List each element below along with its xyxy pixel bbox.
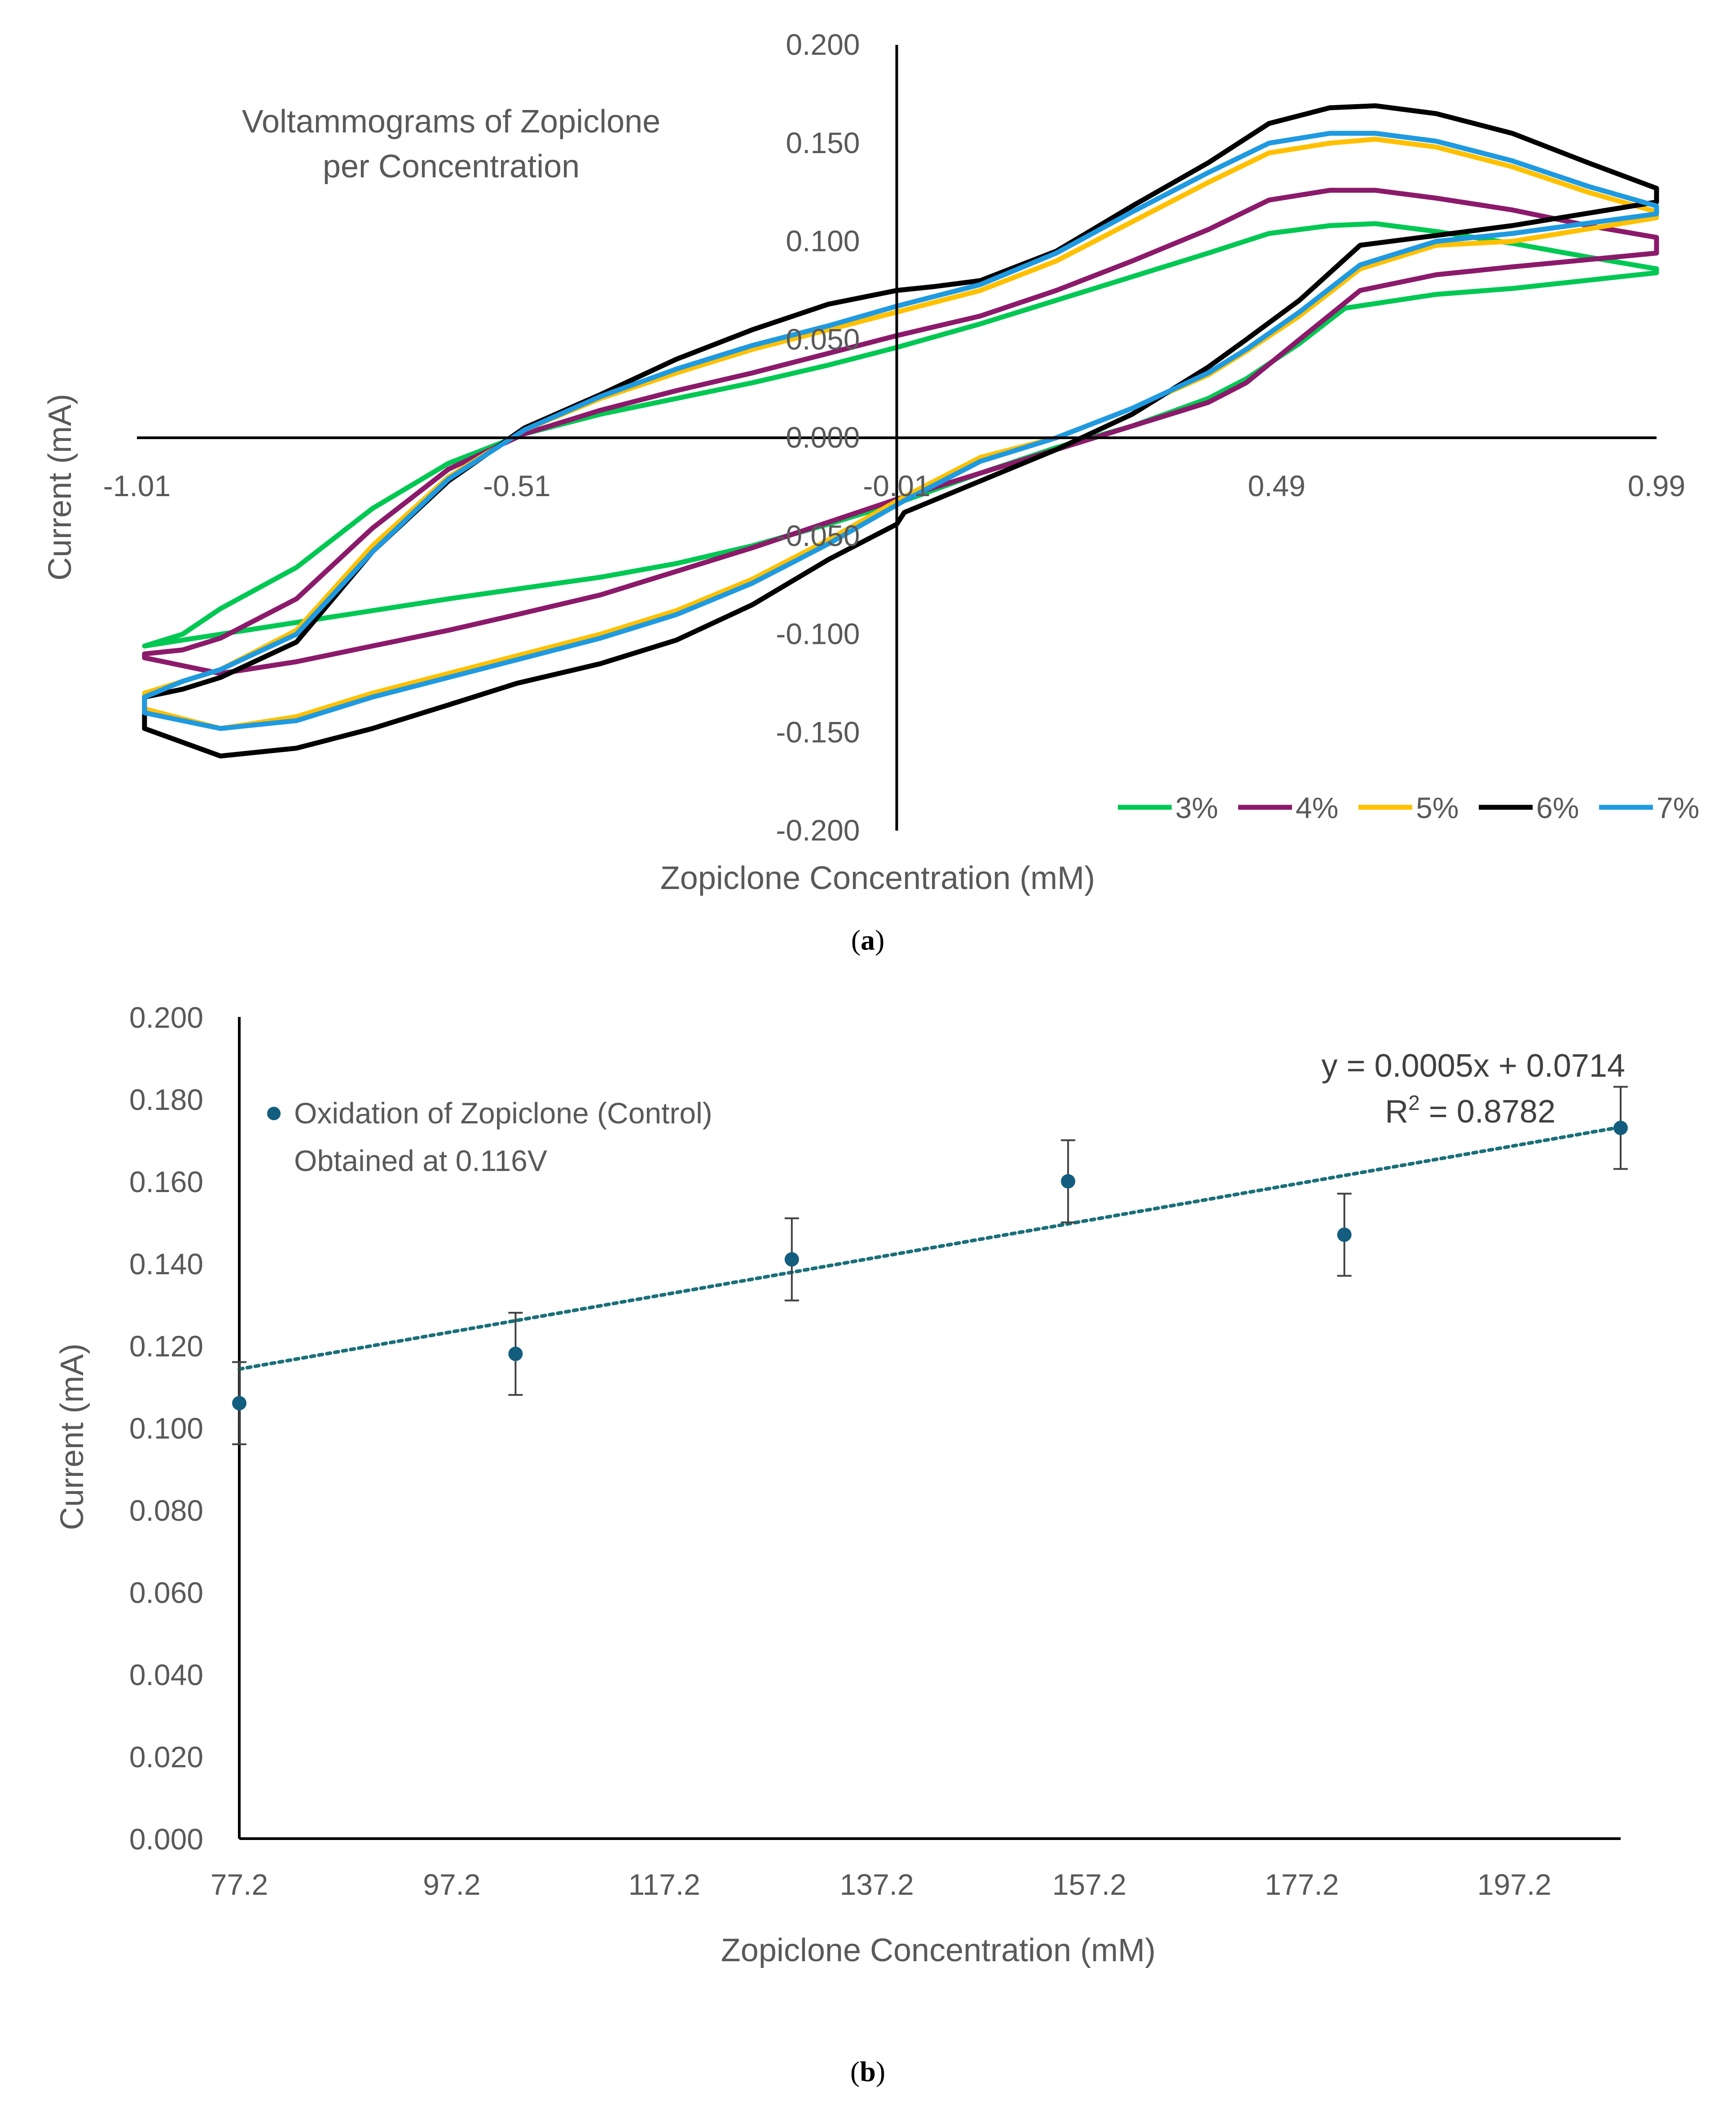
legend: Oxidation of Zopiclone (Control) Obtaine… <box>267 1096 712 1177</box>
x-tick-label: -1.01 <box>103 469 171 502</box>
y-tick-label: -0.100 <box>776 617 860 651</box>
data-points <box>232 1086 1628 1445</box>
data-point <box>784 1252 799 1267</box>
y-tick-label: 0.180 <box>129 1083 203 1116</box>
legend-label: 6% <box>1536 791 1579 824</box>
y-tick-label: 0.100 <box>129 1412 203 1445</box>
legend-label-line-1: Oxidation of Zopiclone (Control) <box>294 1096 712 1130</box>
y-tick-label: 0.000 <box>786 421 860 454</box>
voltammogram-series <box>142 103 1659 759</box>
chart-title-line-2: per Concentration <box>323 149 580 185</box>
y-tick-label: 0.040 <box>129 1658 203 1691</box>
y-tick-label: -0.050 <box>776 519 860 552</box>
legend-label: 5% <box>1416 791 1459 824</box>
y-tick-label: 0.140 <box>129 1247 203 1281</box>
y-tick-label: 0.200 <box>786 28 860 61</box>
y-tick-labels: 0.200 0.150 0.100 0.050 0.000 -0.050 -0.100 -0.… <box>776 28 860 847</box>
x-tick-label: 0.99 <box>1628 469 1685 502</box>
legend-label: 4% <box>1296 791 1338 824</box>
legend-label: 7% <box>1657 791 1699 824</box>
trendline <box>237 1125 1622 1371</box>
x-axis-title: Zopiclone Concentration (mM) <box>721 1932 1156 1968</box>
r-squared-superscript: 2 <box>1408 1091 1420 1114</box>
r-squared-symbol: R <box>1385 1094 1408 1130</box>
x-tick-label: -0.51 <box>483 469 550 502</box>
y-axis-title: Current (mA) <box>42 394 78 581</box>
data-point <box>1613 1121 1628 1136</box>
y-tick-label: 0.160 <box>129 1165 203 1198</box>
x-tick-labels: 77.2 97.2 117.2 137.2 157.2 177.2 197.2 <box>211 1868 1551 1901</box>
series-line-2 <box>142 188 1659 676</box>
x-tick-labels: -1.01 -0.51 -0.01 0.49 0.99 <box>103 469 1685 502</box>
y-tick-label: 0.060 <box>129 1576 203 1609</box>
trend-equation: y = 0.0005x + 0.0714 <box>1321 1048 1625 1084</box>
legend: 3% 4% 5% 6% 7% <box>1118 791 1699 824</box>
y-tick-label: 0.150 <box>786 126 860 159</box>
data-point <box>1061 1174 1076 1188</box>
legend-label: 3% <box>1175 791 1218 824</box>
legend-marker <box>267 1107 281 1120</box>
series-line-1 <box>142 221 1659 649</box>
caption-b: (b) <box>850 2056 885 2087</box>
series-line-4 <box>142 103 1659 759</box>
y-tick-label: -0.150 <box>776 715 860 748</box>
x-tick-label: 97.2 <box>423 1868 480 1901</box>
voltammogram-chart: -1.01 -0.51 -0.01 0.49 0.99 0.2000.1500.1000… <box>42 28 1699 896</box>
x-tick-label: 197.2 <box>1477 1868 1551 1901</box>
data-point <box>508 1347 523 1361</box>
data-point <box>1337 1227 1352 1242</box>
chart-title-line-1: Voltammograms of Zopiclone <box>242 104 660 140</box>
x-tick-label: 117.2 <box>628 1868 700 1901</box>
y-tick-label: -0.200 <box>776 814 860 847</box>
x-tick-label: 137.2 <box>840 1868 914 1901</box>
y-axis-title: Current (mA) <box>54 1343 90 1530</box>
x-tick-label: -0.01 <box>863 469 930 502</box>
y-tick-label: 0.080 <box>129 1494 203 1527</box>
r-squared: R2 = 0.8782 <box>1385 1091 1556 1130</box>
y-tick-label: 0.100 <box>786 224 860 258</box>
r-squared-value: = 0.8782 <box>1420 1094 1556 1130</box>
y-tick-label: 0.120 <box>129 1329 203 1363</box>
x-tick-label: 157.2 <box>1052 1868 1126 1901</box>
data-point <box>232 1396 246 1411</box>
calibration-chart: 77.2 97.2 117.2 137.2 157.2 177.2 197.2 0.0000… <box>54 1001 1628 1968</box>
legend-label-line-2: Obtained at 0.116V <box>294 1144 547 1177</box>
y-tick-label: 0.200 <box>129 1001 203 1034</box>
caption-a: (a) <box>851 924 885 956</box>
y-tick-label: 0.000 <box>129 1822 203 1856</box>
y-tick-labels: 0.000 0.020 0.040 0.060 0.080 0.100 0.120 0.140… <box>129 1001 203 1856</box>
y-tick-label: 0.050 <box>786 322 860 356</box>
series-line-3 <box>142 136 1659 731</box>
x-tick-label: 77.2 <box>211 1868 268 1901</box>
x-axis-title: Zopiclone Concentration (mM) <box>660 860 1095 896</box>
y-tick-label: 0.020 <box>129 1740 203 1774</box>
x-tick-label: 177.2 <box>1265 1868 1339 1901</box>
caption-b-letter: b <box>860 2056 876 2087</box>
x-tick-label: 0.49 <box>1248 469 1305 502</box>
series-line-5 <box>142 131 1659 731</box>
caption-a-letter: a <box>861 924 875 956</box>
